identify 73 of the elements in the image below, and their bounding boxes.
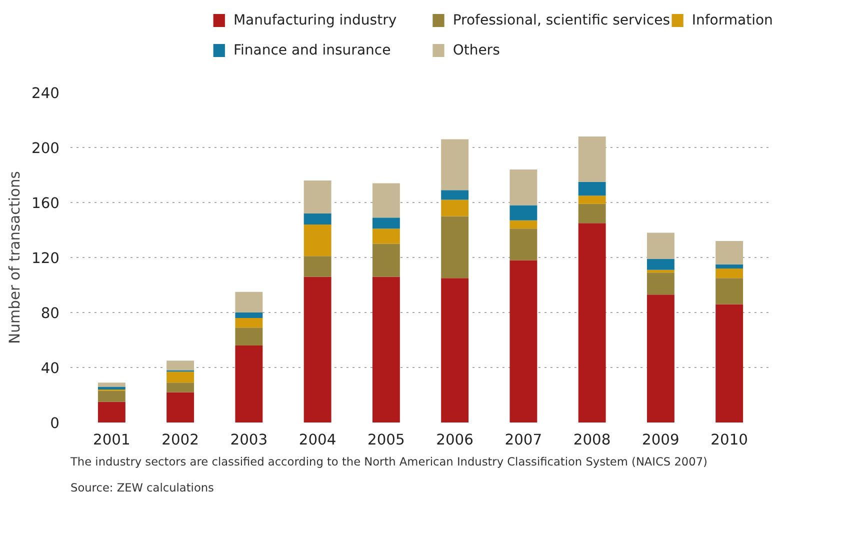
- bar: [372, 218, 400, 229]
- bar: [304, 214, 332, 224]
- y-tick-label: 240: [32, 85, 60, 102]
- bar: [166, 372, 194, 383]
- bar: [235, 346, 263, 422]
- bar: [98, 390, 126, 402]
- bar: [716, 264, 744, 268]
- y-tick-label: 40: [40, 360, 60, 377]
- bar: [578, 196, 606, 204]
- bar: [98, 382, 126, 387]
- bar: [166, 392, 194, 422]
- bar: [578, 136, 606, 182]
- source-note: Source: ZEW calculations: [70, 480, 214, 494]
- bar: [578, 223, 606, 422]
- bar: [646, 232, 674, 259]
- bar: [578, 204, 606, 224]
- bar: [166, 360, 194, 370]
- bar: [372, 228, 400, 244]
- x-tick-label: 2006: [436, 432, 474, 448]
- x-tick-label: 2002: [162, 432, 199, 448]
- bar: [716, 278, 744, 304]
- y-tick-label: 80: [40, 305, 60, 322]
- bar: [646, 272, 674, 295]
- x-tick-label: 2007: [504, 432, 542, 448]
- bar: [304, 256, 332, 277]
- bar: [441, 139, 469, 190]
- bar: [98, 386, 126, 390]
- bar: [235, 318, 263, 328]
- bar: [98, 402, 126, 422]
- bar: [441, 278, 469, 422]
- bar: [510, 220, 538, 229]
- bar: [510, 260, 538, 422]
- x-tick-label: 2004: [298, 432, 336, 448]
- bar: [235, 312, 263, 318]
- legend-label: Finance and insurance: [233, 42, 391, 58]
- bar: [304, 224, 332, 256]
- x-tick-label: 2003: [230, 432, 268, 448]
- y-tick-label: 0: [50, 415, 60, 432]
- bar: [372, 244, 400, 277]
- bar: [166, 382, 194, 392]
- x-tick-label: 2009: [642, 432, 680, 448]
- legend-label: Professional, scientific services: [452, 12, 670, 28]
- x-tick-label: 2001: [93, 432, 130, 448]
- bar: [235, 328, 263, 346]
- bar: [372, 276, 400, 422]
- bar: [716, 304, 744, 422]
- x-tick-label: 2010: [710, 432, 748, 448]
- bar: [441, 216, 469, 278]
- bar: [716, 241, 744, 264]
- text: The industry sectors are classified according to the North American Industry Classification System (NAICS 2007): [70, 454, 708, 468]
- y-axis-title: Number of transactions: [6, 171, 24, 344]
- bar: [646, 294, 674, 422]
- bar: [510, 170, 538, 206]
- bar: [510, 205, 538, 220]
- bar: [304, 180, 332, 214]
- bar: [578, 182, 606, 196]
- bar: [235, 292, 263, 312]
- legend-label: Manufacturing industry: [233, 12, 397, 28]
- bar: [646, 270, 674, 273]
- bar: [716, 268, 744, 278]
- x-tick-label: 2005: [368, 432, 405, 448]
- bar: [510, 228, 538, 260]
- y-tick-label: 160: [32, 195, 60, 212]
- y-tick-label: 200: [32, 140, 60, 157]
- bar: [304, 276, 332, 422]
- legend-label: Information: [692, 12, 773, 28]
- bar: [441, 200, 469, 216]
- legend-label: Others: [452, 42, 500, 58]
- bar: [372, 183, 400, 218]
- y-tick-label: 120: [32, 250, 60, 267]
- bar: [646, 258, 674, 270]
- bar: [441, 190, 469, 200]
- x-tick-label: 2008: [573, 432, 611, 448]
